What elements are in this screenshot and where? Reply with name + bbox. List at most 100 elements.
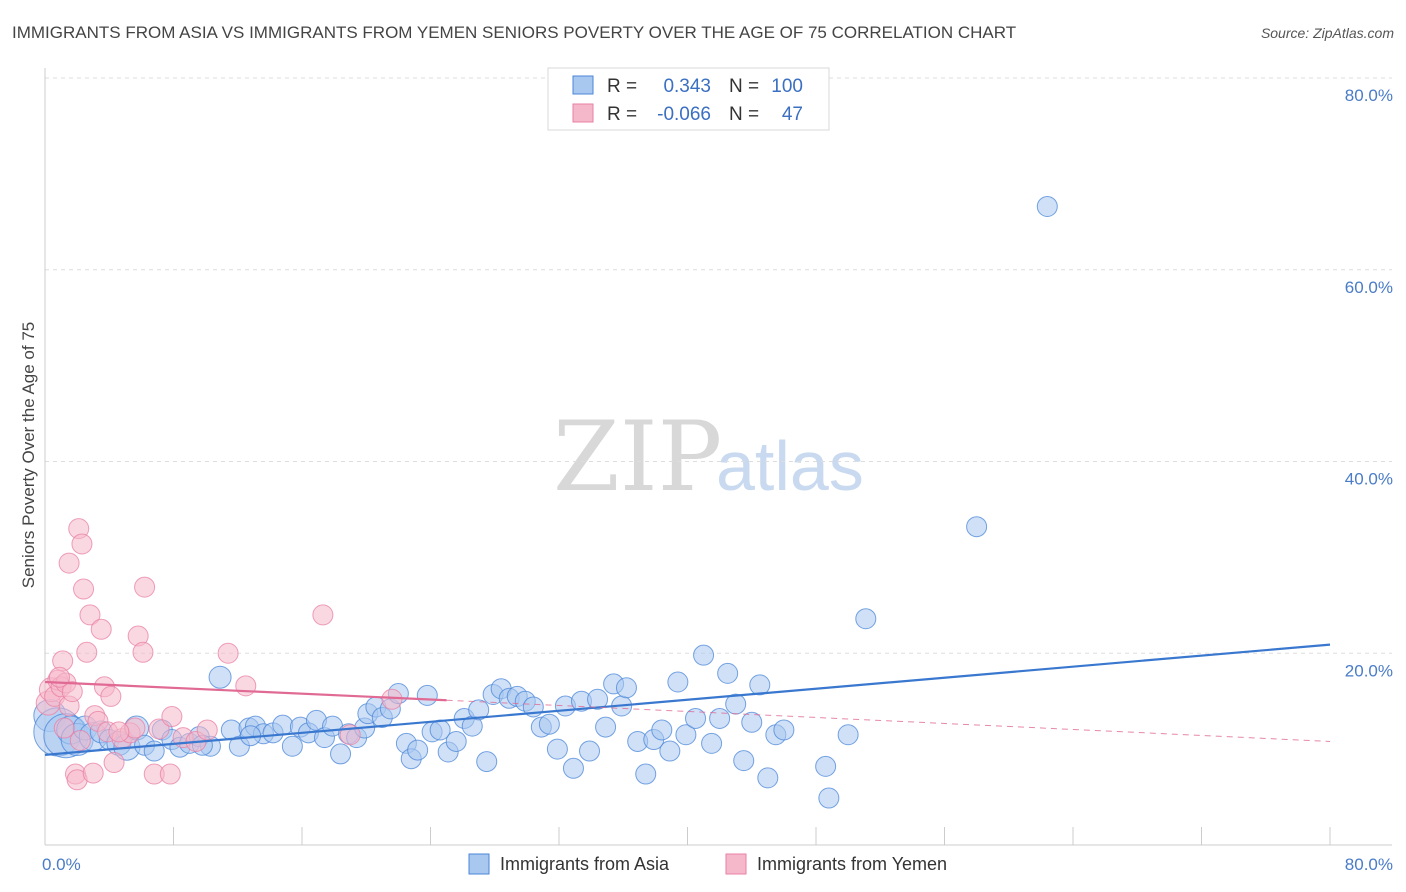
- watermark: ZIP atlas: [553, 401, 864, 513]
- point-asia-68: [587, 688, 609, 710]
- point-yemen-43: [48, 666, 70, 688]
- legend-n-value-asia: 100: [771, 76, 803, 97]
- legend-swatch-yemen: [572, 103, 594, 123]
- series-asia-points: [33, 195, 1058, 809]
- legend: R = 0.343 N = 100 R = -0.066 N = 47: [547, 67, 830, 131]
- trend-line-asia: [44, 643, 1331, 756]
- trend-lines: [44, 643, 1331, 756]
- chart-source: Source: ZipAtlas.com: [1261, 25, 1394, 41]
- chart-title: IMMIGRANTS FROM ASIA VS IMMIGRANTS FROM …: [12, 23, 1016, 42]
- point-asia-79: [675, 724, 697, 746]
- point-yemen-31: [148, 718, 170, 740]
- point-yemen-44: [69, 729, 91, 751]
- x-tick-labels: 0.0% 80.0%: [42, 855, 1393, 874]
- y-axis-label: Seniors Poverty Over the Age of 75: [19, 322, 38, 588]
- point-yemen-38: [235, 675, 257, 697]
- point-yemen-29: [134, 576, 156, 598]
- y-tick-label-0: 20.0%: [1345, 661, 1393, 680]
- point-yemen-36: [196, 719, 218, 741]
- point-yemen-45: [53, 717, 75, 739]
- y-tick-label-2: 60.0%: [1345, 278, 1393, 297]
- point-asia-65: [562, 757, 584, 779]
- point-yemen-23: [103, 752, 125, 774]
- y-tick-labels: 20.0% 40.0% 60.0% 80.0%: [1345, 86, 1393, 680]
- legend-r-label-yemen: R =: [607, 104, 637, 125]
- point-yemen-28: [132, 641, 154, 663]
- point-asia-63: [546, 738, 568, 760]
- point-yemen-41: [381, 688, 403, 710]
- point-yemen-19: [90, 618, 112, 640]
- watermark-zip: ZIP: [553, 401, 722, 513]
- point-asia-76: [651, 719, 673, 741]
- point-yemen-42: [58, 552, 80, 574]
- legend-swatch-asia: [572, 75, 594, 95]
- point-asia-45: [407, 739, 429, 761]
- point-yemen-32: [159, 763, 181, 785]
- point-yemen-12: [71, 533, 93, 555]
- point-yemen-13: [73, 578, 95, 600]
- point-asia-54: [476, 751, 498, 773]
- point-asia-83: [709, 707, 731, 729]
- point-asia-89: [757, 767, 779, 789]
- bottom-legend-label-yemen: Immigrants from Yemen: [757, 854, 947, 874]
- point-yemen-16: [82, 762, 104, 784]
- legend-r-value-yemen: -0.066: [657, 104, 711, 125]
- point-asia-46: [416, 684, 438, 706]
- legend-n-label-yemen: N =: [729, 104, 759, 125]
- legend-r-label-asia: R =: [607, 76, 637, 97]
- point-asia-72: [615, 677, 637, 699]
- point-asia-86: [733, 750, 755, 772]
- bottom-legend-label-asia: Immigrants from Asia: [500, 854, 670, 874]
- point-yemen-14: [76, 641, 98, 663]
- y-tick-label-3: 80.0%: [1345, 86, 1393, 105]
- legend-n-label-asia: N =: [729, 76, 759, 97]
- x-tick-label-1: 80.0%: [1345, 855, 1393, 874]
- point-asia-92: [815, 755, 837, 777]
- point-asia-78: [667, 671, 689, 693]
- point-yemen-15: [79, 604, 101, 626]
- point-asia-93: [837, 724, 859, 746]
- point-asia-88: [749, 674, 771, 696]
- point-asia-94: [818, 787, 840, 809]
- point-asia-62: [538, 713, 560, 735]
- bottom-legend: Immigrants from Asia Immigrants from Yem…: [468, 853, 947, 875]
- point-asia-97: [1036, 195, 1058, 217]
- legend-box: [547, 67, 830, 131]
- point-asia-91: [773, 719, 795, 741]
- point-asia-95: [855, 608, 877, 630]
- point-yemen-22: [100, 685, 122, 707]
- bottom-legend-swatch-asia: [468, 853, 490, 875]
- point-asia-77: [659, 740, 681, 762]
- point-yemen-46: [108, 721, 130, 743]
- bottom-legend-swatch-yemen: [725, 853, 747, 875]
- series-yemen-points: [35, 518, 403, 791]
- point-asia-81: [693, 644, 715, 666]
- point-yemen-33: [161, 706, 183, 728]
- x-tick-label-0: 0.0%: [42, 855, 81, 874]
- point-asia-84: [717, 662, 739, 684]
- legend-r-value-asia: 0.343: [663, 76, 711, 97]
- point-asia-27: [272, 714, 294, 736]
- point-asia-96: [966, 516, 988, 538]
- point-asia-67: [579, 740, 601, 762]
- point-yemen-8: [61, 681, 83, 703]
- point-yemen-39: [312, 604, 334, 626]
- point-asia-69: [595, 716, 617, 738]
- point-asia-80: [685, 707, 707, 729]
- watermark-atlas: atlas: [716, 427, 864, 505]
- point-asia-28: [281, 735, 303, 757]
- legend-n-value-yemen: 47: [782, 104, 803, 125]
- point-asia-74: [635, 763, 657, 785]
- grid-lines: [45, 77, 1392, 654]
- y-tick-label-1: 40.0%: [1345, 470, 1393, 489]
- point-asia-53: [468, 699, 490, 721]
- point-yemen-37: [217, 642, 239, 664]
- point-asia-20: [208, 665, 232, 689]
- trend-line-extension-yemen: [446, 699, 1331, 742]
- point-asia-82: [701, 732, 723, 754]
- point-asia-87: [741, 711, 763, 733]
- point-asia-50: [445, 730, 467, 752]
- point-asia-34: [330, 743, 352, 765]
- trend-line-yemen: [44, 680, 447, 702]
